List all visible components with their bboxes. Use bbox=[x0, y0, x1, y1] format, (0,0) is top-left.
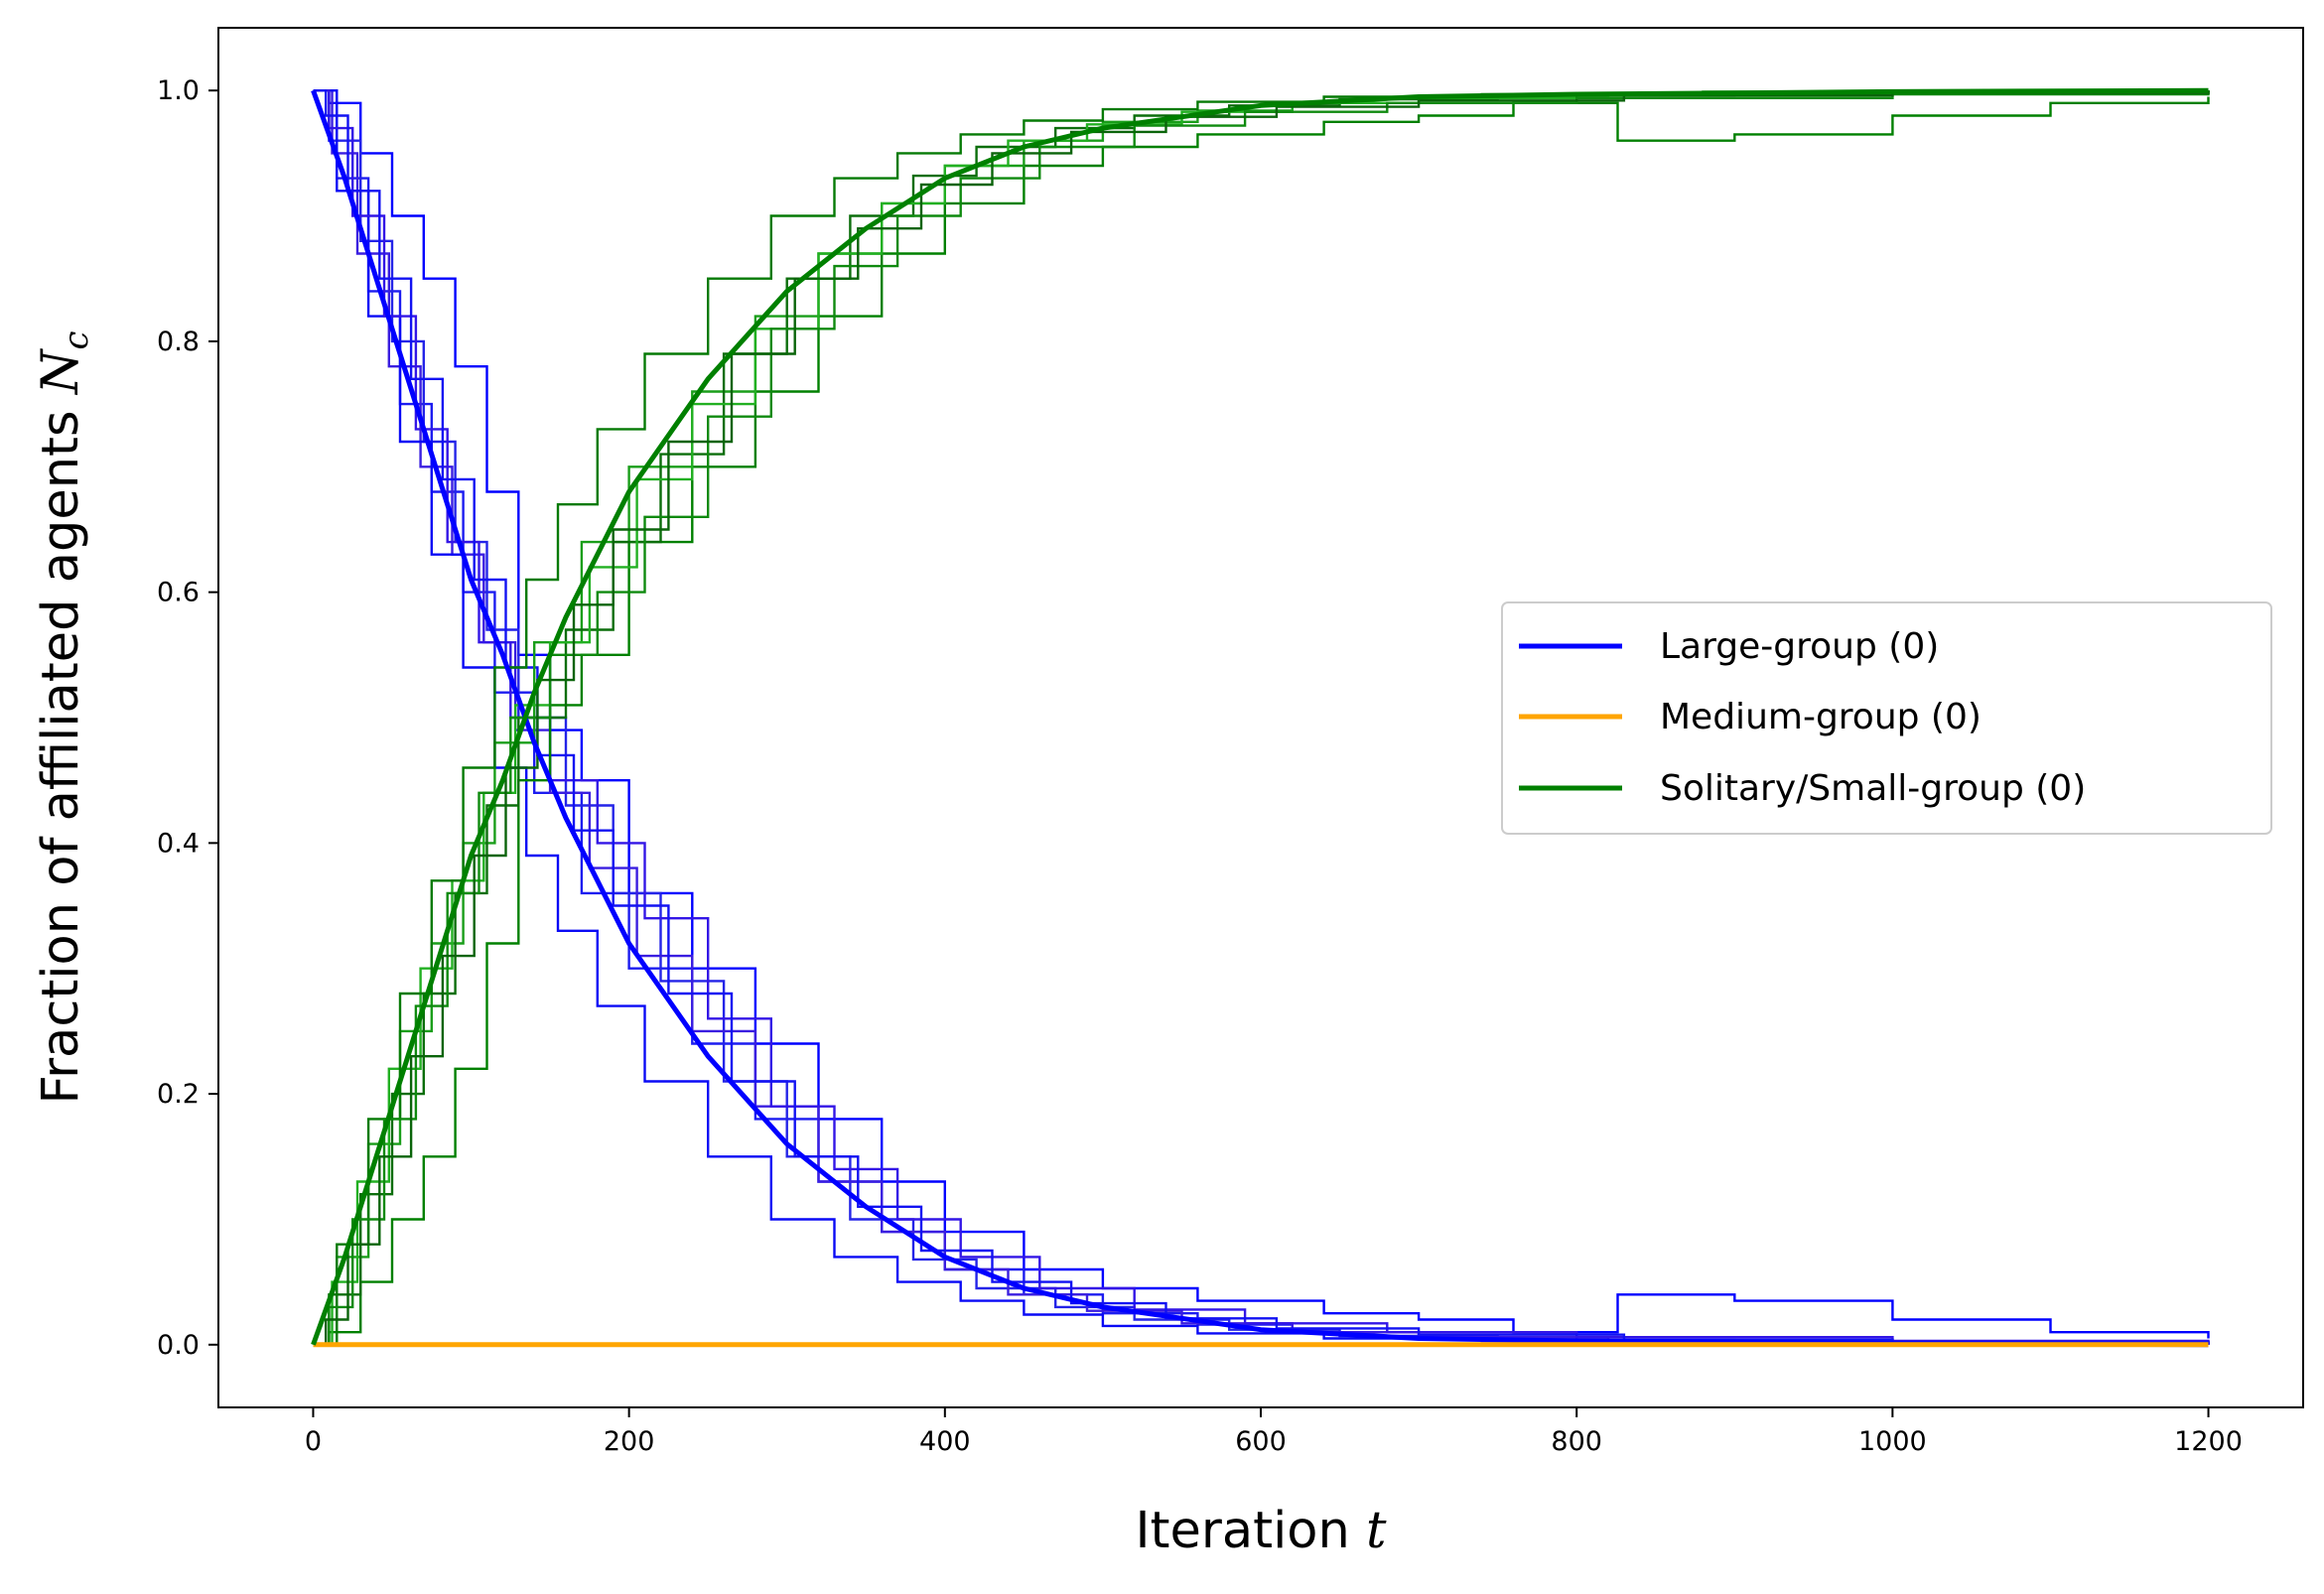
series-lines bbox=[311, 87, 2209, 1348]
legend-label-solitary-small-group: Solitary/Small-group (0) bbox=[1660, 768, 2086, 809]
legend-frame bbox=[1501, 601, 2272, 835]
y-tick-label: 0.2 bbox=[157, 1079, 200, 1110]
y-tick-label: 0.8 bbox=[157, 327, 200, 357]
y-tick-label: 0.4 bbox=[157, 828, 200, 859]
series-line-0 bbox=[311, 89, 2209, 1348]
y-axis-label: Fraction of affiliated agents bbox=[32, 410, 90, 1104]
x-axis-symbol: t bbox=[1366, 1502, 1387, 1560]
y-tick-label: 1.0 bbox=[157, 75, 200, 106]
legend: Large-group (0) Medium-group (0) Solitar… bbox=[1501, 601, 2272, 835]
y-axis-ticks: 0.0 0.2 0.4 0.6 0.8 1.0 bbox=[157, 75, 218, 1361]
x-tick-label: 1200 bbox=[2174, 1426, 2243, 1457]
x-axis-ticks: 0 200 400 600 800 1000 1200 bbox=[305, 1407, 2243, 1457]
y-tick-label: 0.6 bbox=[157, 578, 200, 608]
y-axis-symbol-subscript: c bbox=[57, 331, 96, 349]
run-line-12 bbox=[313, 90, 2210, 1346]
series-line-2 bbox=[311, 87, 2209, 1346]
x-tick-label: 400 bbox=[919, 1426, 971, 1457]
x-tick-label: 600 bbox=[1235, 1426, 1287, 1457]
run-line-13 bbox=[313, 90, 2210, 1346]
y-tick-label: 0.0 bbox=[157, 1330, 200, 1361]
x-axis-title: Iteration t bbox=[1135, 1502, 1387, 1560]
x-tick-label: 1000 bbox=[1858, 1426, 1927, 1457]
run-line-6 bbox=[313, 89, 2210, 1345]
y-axis-symbol: N bbox=[32, 347, 90, 396]
x-tick-label: 800 bbox=[1551, 1426, 1602, 1457]
x-tick-label: 0 bbox=[305, 1426, 322, 1457]
x-axis-label: Iteration bbox=[1135, 1502, 1349, 1560]
run-line-5 bbox=[313, 89, 2210, 1345]
legend-label-large-group: Large-group (0) bbox=[1660, 626, 1939, 667]
legend-label-medium-group: Medium-group (0) bbox=[1660, 697, 1982, 737]
y-axis-title: Fraction of affiliated agents Nc bbox=[32, 331, 96, 1104]
x-tick-label: 200 bbox=[604, 1426, 655, 1457]
run-line-11 bbox=[313, 90, 2210, 1346]
run-line-4 bbox=[313, 89, 2210, 1345]
